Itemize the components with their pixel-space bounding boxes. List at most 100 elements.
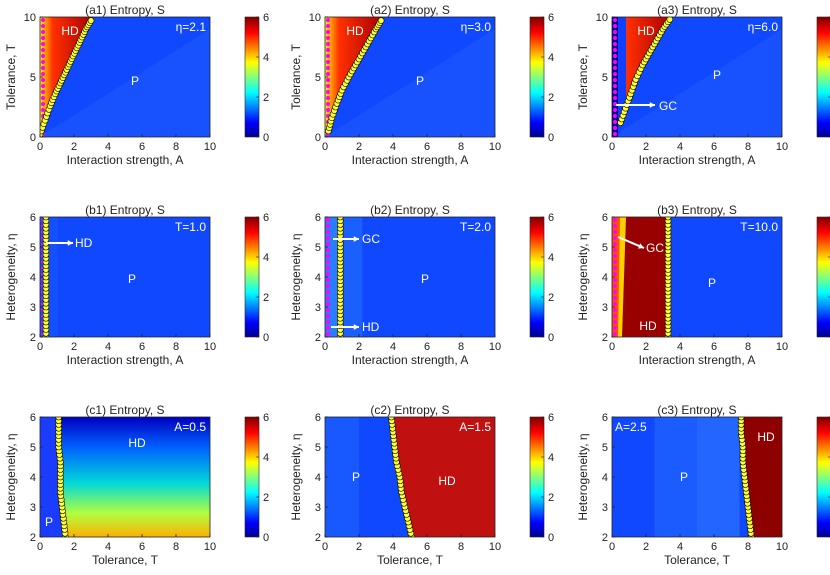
gc-boundary-marker — [613, 266, 617, 270]
panel-title: (b2) Entropy, S — [370, 203, 450, 217]
region-label: HD — [757, 430, 775, 444]
gc-boundary-marker — [326, 48, 330, 52]
gc-boundary-marker — [613, 248, 617, 252]
x-tick-label: 6 — [711, 341, 717, 353]
p-band — [654, 417, 697, 537]
gc-boundary-marker — [40, 260, 44, 264]
x-tick-label: 10 — [204, 141, 216, 153]
gc-boundary-marker — [326, 266, 330, 270]
gc-boundary-marker — [613, 54, 617, 58]
gc-boundary-marker — [326, 284, 330, 288]
hd-boundary-point — [337, 217, 344, 221]
hd-boundary-point — [666, 17, 674, 23]
gc-boundary-marker — [41, 30, 45, 34]
colorbar-tick-label: 4 — [548, 452, 554, 464]
region-label: P — [713, 68, 721, 82]
gc-boundary-marker — [326, 326, 330, 330]
plot-area — [325, 217, 495, 337]
y-tick-label: 5 — [602, 72, 608, 84]
gc-boundary-marker — [40, 218, 44, 222]
p-gradient-wedge — [325, 29, 495, 137]
colorbar — [816, 216, 830, 338]
y-tick-label: 5 — [30, 242, 36, 254]
gc-boundary-marker — [613, 42, 617, 46]
y-tick-label: 5 — [602, 442, 608, 454]
gc-boundary-marker — [326, 72, 330, 76]
gc-boundary-marker — [40, 224, 44, 228]
x-tick-label: 8 — [173, 341, 179, 353]
gc-boundary-marker — [326, 42, 330, 46]
colorbar-tick-label: 4 — [548, 52, 554, 64]
x-tick-label: 0 — [37, 541, 43, 553]
gc-boundary-marker — [326, 332, 330, 336]
hd-region — [325, 217, 341, 337]
gc-boundary-marker — [326, 90, 330, 94]
parameter-annotation: A=0.5 — [174, 420, 206, 434]
y-tick-label: 6 — [602, 412, 608, 424]
colorbar-tick-label: 0 — [263, 532, 269, 544]
colorbar — [529, 216, 545, 338]
parameter-annotation: T=2.0 — [460, 220, 491, 234]
x-tick-label: 10 — [204, 541, 216, 553]
colorbar-tick-label: 6 — [548, 412, 554, 424]
annotation-arrowhead — [353, 236, 359, 242]
gc-boundary-marker — [613, 326, 617, 330]
gc-boundary-marker — [326, 78, 330, 82]
gc-boundary-marker — [326, 308, 330, 312]
y-tick-label: 10 — [596, 12, 608, 24]
x-tick-label: 4 — [105, 541, 111, 553]
colorbar-tick-label: 2 — [548, 492, 554, 504]
colorbar-tick-label: 4 — [263, 452, 269, 464]
gc-boundary-marker — [40, 308, 44, 312]
hd-boundary-point — [377, 17, 385, 24]
gc-boundary-marker — [40, 296, 44, 300]
panel-title: (b1) Entropy, S — [85, 203, 165, 217]
x-tick-label: 4 — [105, 341, 111, 353]
region-label: HD — [438, 474, 456, 488]
hd-boundary-point — [388, 417, 395, 421]
gc-boundary-marker — [40, 236, 44, 240]
gc-boundary-marker — [326, 290, 330, 294]
x-tick-label: 2 — [643, 141, 649, 153]
y-tick-label: 6 — [602, 212, 608, 224]
p-band — [697, 417, 740, 537]
x-tick-label: 8 — [745, 541, 751, 553]
colorbar-tick-label: 0 — [263, 132, 269, 144]
panel-title: (c3) Entropy, S — [657, 403, 736, 417]
x-tick-label: 10 — [776, 541, 788, 553]
plot-area — [612, 17, 782, 137]
colorbar-tick-label: 6 — [548, 12, 554, 24]
gc-boundary-marker — [326, 236, 330, 240]
x-tick-label: 6 — [424, 341, 430, 353]
y-tick-label: 5 — [30, 72, 36, 84]
x-tick-label: 10 — [489, 141, 501, 153]
colorbar — [244, 416, 260, 538]
x-axis-label: Interaction strength, A — [352, 153, 469, 167]
colorbar-tick-label: 4 — [263, 52, 269, 64]
region-label: GC — [646, 241, 664, 255]
annotation-arrowhead — [353, 324, 359, 330]
hd-boundary-point — [55, 417, 62, 421]
gc-boundary-marker — [326, 24, 330, 28]
gc-boundary-marker — [326, 108, 330, 112]
colorbar-tick-label: 6 — [263, 412, 269, 424]
gc-boundary-marker — [613, 30, 617, 34]
gc-boundary-marker — [326, 242, 330, 246]
gc-boundary-marker — [40, 230, 44, 234]
parameter-annotation: η=6.0 — [748, 20, 779, 34]
gc-boundary-marker — [613, 24, 617, 28]
x-tick-label: 6 — [711, 141, 717, 153]
colorbar-tick-label: 6 — [263, 12, 269, 24]
x-tick-label: 10 — [776, 141, 788, 153]
gc-boundary-marker — [41, 18, 45, 22]
gc-boundary-marker — [326, 296, 330, 300]
gc-boundary-marker — [326, 260, 330, 264]
panel-title: (a3) Entropy, S — [657, 3, 737, 17]
gc-boundary-marker — [613, 132, 617, 136]
y-tick-label: 4 — [602, 272, 608, 284]
